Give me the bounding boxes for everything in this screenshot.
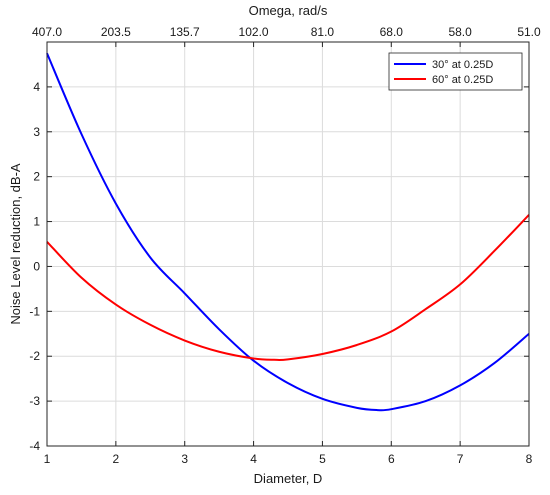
- top-tick-label: 51.0: [517, 25, 541, 39]
- top-tick-label: 81.0: [311, 25, 335, 39]
- y-tick-label: 0: [33, 259, 40, 273]
- plot-frame: [46, 41, 530, 447]
- top-tick-label: 135.7: [170, 25, 200, 39]
- y-axis-title: Noise Level reduction, dB-A: [8, 163, 23, 324]
- y-tick-label: 2: [33, 170, 40, 184]
- y-tick-label: -4: [29, 439, 40, 453]
- x-tick-label: 8: [526, 452, 533, 466]
- y-tick-label: -3: [29, 394, 40, 408]
- y-tick-label: -2: [29, 349, 40, 363]
- top-tick-label: 203.5: [101, 25, 131, 39]
- legend-box: [388, 52, 523, 91]
- legend-label-30deg: 30° at 0.25D: [432, 59, 493, 71]
- x-tick-label: 6: [388, 452, 395, 466]
- x-tick-label: 5: [319, 452, 326, 466]
- top-tick-label: 407.0: [32, 25, 62, 39]
- y-tick-label: 1: [33, 215, 40, 229]
- legend: 30° at 0.25D 60° at 0.25D: [388, 52, 523, 91]
- x-axis-title: Diameter, D: [254, 471, 323, 486]
- plot-background: [47, 42, 529, 446]
- series-layer: [46, 52, 530, 412]
- y-tick-label: 3: [33, 125, 40, 139]
- x-tick-label: 2: [113, 452, 120, 466]
- top-tick-label: 102.0: [239, 25, 269, 39]
- y-tick-label: -1: [29, 304, 40, 318]
- x-tick-label: 1: [44, 452, 51, 466]
- series-line-30deg: [46, 52, 530, 412]
- x-tick-label: 4: [250, 452, 257, 466]
- ticks: 1 407.0 2 203.5 3 135.7 4 102.0 5 81.0 6 68.0 7 58.0 8…: [29, 25, 541, 466]
- top-tick-label: 58.0: [448, 25, 472, 39]
- series-line-60deg: [46, 214, 530, 362]
- legend-label-60deg: 60° at 0.25D: [432, 74, 493, 86]
- top-axis-title: Omega, rad/s: [249, 3, 328, 18]
- y-tick-label: 4: [33, 80, 40, 94]
- x-tick-label: 7: [457, 452, 464, 466]
- x-tick-label: 3: [181, 452, 188, 466]
- top-tick-label: 68.0: [380, 25, 404, 39]
